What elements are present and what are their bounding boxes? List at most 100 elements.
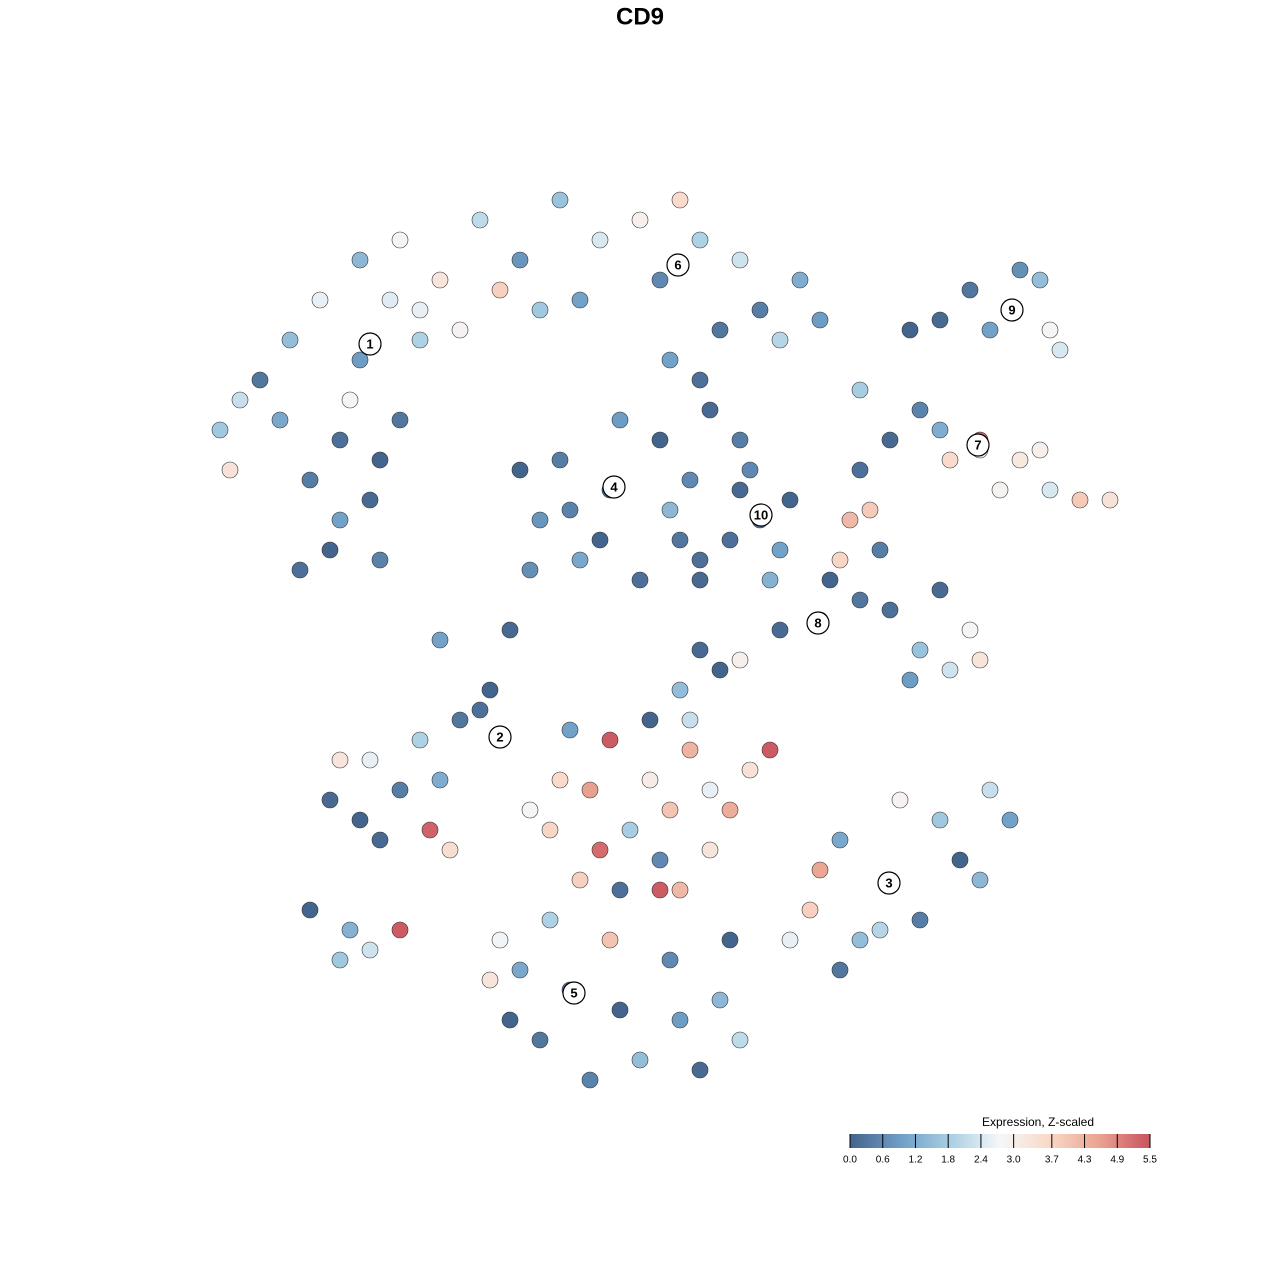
point	[371, 451, 389, 469]
colorbar-tick-label: 3.7	[1045, 1155, 1059, 1166]
cluster-badge	[1000, 298, 1024, 322]
point	[531, 1031, 549, 1049]
point	[851, 461, 869, 479]
point	[781, 491, 799, 509]
point	[631, 1051, 649, 1069]
point	[861, 501, 879, 519]
point	[491, 931, 509, 949]
point	[831, 961, 849, 979]
point	[731, 431, 749, 449]
point	[741, 761, 759, 779]
point	[981, 781, 999, 799]
point	[831, 831, 849, 849]
cluster-badge	[749, 503, 773, 527]
cluster-badge	[966, 433, 990, 457]
cluster-label: 8	[814, 615, 821, 630]
point	[281, 331, 299, 349]
point	[811, 311, 829, 329]
point	[761, 571, 779, 589]
point	[851, 381, 869, 399]
point	[901, 321, 919, 339]
point	[551, 191, 569, 209]
point	[661, 951, 679, 969]
point	[211, 421, 229, 439]
point	[1041, 321, 1059, 339]
point	[911, 401, 929, 419]
point	[941, 451, 959, 469]
point	[961, 621, 979, 639]
point	[231, 391, 249, 409]
chart-title: CD9	[616, 3, 664, 30]
point	[801, 901, 819, 919]
point	[321, 791, 339, 809]
point	[541, 821, 559, 839]
point	[511, 251, 529, 269]
point	[491, 281, 509, 299]
point	[591, 531, 609, 549]
point	[411, 731, 429, 749]
point	[511, 461, 529, 479]
point	[771, 621, 789, 639]
point	[331, 951, 349, 969]
point	[711, 661, 729, 679]
point	[991, 481, 1009, 499]
point	[981, 321, 999, 339]
point	[781, 931, 799, 949]
cluster-label: 1	[366, 336, 373, 351]
point	[931, 581, 949, 599]
point	[371, 831, 389, 849]
point	[561, 721, 579, 739]
point	[301, 901, 319, 919]
point	[521, 561, 539, 579]
point	[1051, 341, 1069, 359]
point	[331, 751, 349, 769]
point	[631, 571, 649, 589]
point	[671, 191, 689, 209]
point	[581, 781, 599, 799]
point	[691, 371, 709, 389]
point	[821, 571, 839, 589]
point	[571, 871, 589, 889]
point	[331, 431, 349, 449]
point	[691, 571, 709, 589]
point	[581, 1071, 599, 1089]
point	[1071, 491, 1089, 509]
point	[901, 671, 919, 689]
point	[881, 431, 899, 449]
point	[671, 681, 689, 699]
point	[391, 411, 409, 429]
point	[721, 801, 739, 819]
point	[671, 531, 689, 549]
point	[871, 921, 889, 939]
point	[471, 701, 489, 719]
point	[691, 1061, 709, 1079]
colorbar-tick-label: 4.3	[1078, 1155, 1092, 1166]
point	[391, 921, 409, 939]
point	[671, 1011, 689, 1029]
cluster-label: 4	[610, 479, 618, 494]
point	[831, 551, 849, 569]
point	[351, 351, 369, 369]
cluster-label: 7	[974, 437, 981, 452]
point	[731, 1031, 749, 1049]
point	[411, 301, 429, 319]
point	[931, 811, 949, 829]
point	[731, 251, 749, 269]
point	[601, 731, 619, 749]
point	[441, 841, 459, 859]
point	[431, 271, 449, 289]
point	[341, 391, 359, 409]
point	[941, 661, 959, 679]
cluster-badge	[358, 332, 382, 356]
point	[571, 291, 589, 309]
point	[601, 931, 619, 949]
point	[611, 881, 629, 899]
point	[531, 511, 549, 529]
point	[651, 431, 669, 449]
point	[681, 741, 699, 759]
point	[501, 1011, 519, 1029]
point	[481, 681, 499, 699]
colorbar-tick-label: 0.6	[876, 1155, 890, 1166]
point	[1011, 261, 1029, 279]
point	[1041, 481, 1059, 499]
